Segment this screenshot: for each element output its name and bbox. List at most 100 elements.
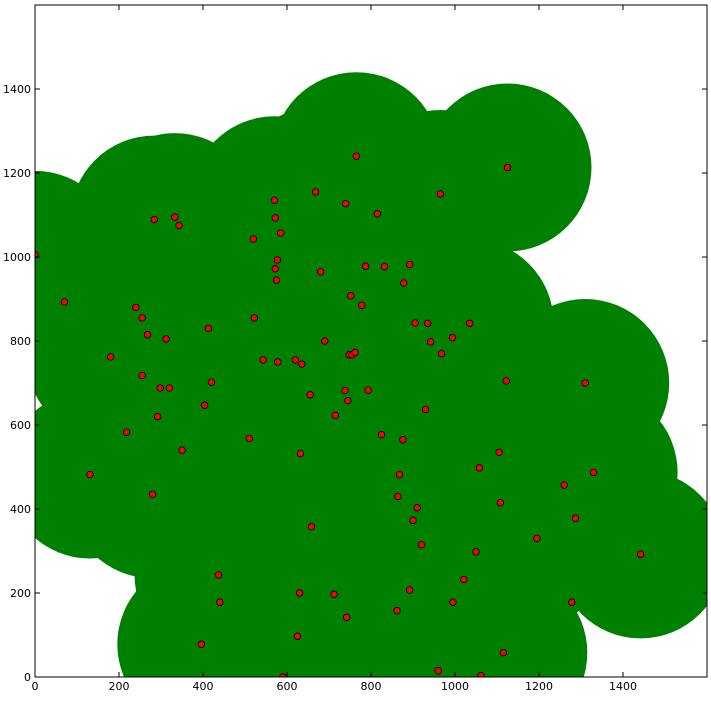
data-point	[502, 377, 510, 385]
data-point	[571, 514, 580, 522]
data-point	[273, 256, 282, 264]
data-point	[132, 303, 140, 312]
data-point	[589, 468, 598, 477]
data-point	[344, 396, 352, 405]
data-point	[460, 575, 468, 584]
data-point	[204, 324, 213, 333]
data-point	[424, 319, 432, 328]
data-point	[351, 348, 359, 357]
data-point	[475, 464, 484, 472]
data-point	[568, 598, 576, 606]
data-point	[364, 386, 372, 394]
data-point	[296, 449, 305, 458]
data-point	[122, 428, 131, 436]
x-tick-label: 600	[277, 680, 298, 693]
data-point	[581, 379, 589, 387]
data-point	[417, 541, 426, 549]
data-point	[143, 331, 152, 339]
data-point	[533, 534, 541, 543]
data-point	[138, 371, 146, 380]
y-tick-label: 0	[24, 671, 31, 684]
data-point	[86, 470, 94, 479]
data-point	[347, 291, 355, 300]
tick-labels: 0 200 400 600 800 1000 1200 1400 0 200 400 600 800 10…	[3, 83, 637, 693]
axis-ticks	[34, 5, 707, 678]
data-point	[342, 613, 351, 622]
data-point	[560, 481, 568, 489]
x-tick-label: 800	[361, 680, 382, 693]
x-tick-label: 1000	[441, 680, 469, 693]
data-point	[373, 210, 381, 218]
data-point	[207, 378, 216, 386]
data-point	[437, 349, 446, 358]
data-point	[413, 504, 421, 512]
data-point	[307, 522, 316, 531]
y-tick-label: 1000	[3, 251, 31, 264]
y-tick-label: 400	[10, 503, 31, 516]
coverage-circles	[35, 72, 707, 677]
data-point	[342, 199, 350, 208]
x-tick-label: 400	[193, 680, 214, 693]
coverage-circle	[198, 593, 367, 677]
data-point	[400, 279, 408, 287]
data-point	[472, 548, 480, 556]
y-tick-label: 1400	[3, 83, 31, 96]
data-point	[216, 598, 224, 606]
data-point	[178, 446, 186, 454]
x-tick-label: 200	[109, 680, 130, 693]
data-point	[405, 260, 414, 269]
data-point	[214, 571, 223, 579]
data-point	[311, 188, 320, 196]
data-point	[259, 356, 267, 364]
data-point	[496, 499, 505, 507]
data-point	[499, 648, 507, 657]
data-point	[295, 589, 304, 597]
data-point	[316, 268, 325, 276]
data-point	[330, 590, 338, 598]
data-point	[395, 470, 404, 479]
data-point	[274, 358, 282, 366]
data-point	[156, 384, 164, 392]
data-point	[250, 314, 258, 322]
data-point	[477, 672, 485, 677]
y-tick-label: 800	[10, 335, 31, 348]
data-point	[399, 436, 407, 444]
data-point	[421, 405, 430, 414]
data-point	[331, 411, 339, 420]
data-point	[636, 550, 645, 559]
data-points	[35, 152, 645, 677]
data-point	[200, 401, 209, 409]
data-point	[358, 301, 366, 309]
data-point	[377, 430, 386, 439]
coverage-circle	[556, 470, 707, 639]
data-point	[306, 391, 314, 399]
x-tick-label: 1200	[525, 680, 553, 693]
data-point	[352, 152, 360, 160]
data-point	[448, 333, 457, 342]
data-point	[466, 319, 474, 328]
data-point	[271, 265, 279, 273]
data-point	[249, 235, 258, 243]
data-point	[293, 632, 302, 640]
data-point	[449, 598, 457, 606]
data-point	[271, 214, 279, 222]
data-point	[197, 640, 206, 648]
data-point	[291, 356, 300, 364]
y-tick-label: 1200	[3, 167, 31, 180]
data-point	[106, 353, 115, 361]
data-point	[426, 338, 435, 346]
data-point	[436, 190, 444, 198]
data-point	[411, 319, 419, 327]
data-point	[138, 314, 146, 322]
x-tick-label: 0	[32, 680, 39, 693]
data-point	[298, 360, 306, 368]
data-point	[495, 448, 503, 456]
data-point	[272, 276, 281, 284]
data-point	[380, 262, 389, 271]
data-point	[361, 262, 370, 270]
data-point	[503, 163, 512, 172]
data-point	[279, 673, 287, 677]
data-point	[150, 215, 158, 224]
data-point	[409, 516, 417, 525]
